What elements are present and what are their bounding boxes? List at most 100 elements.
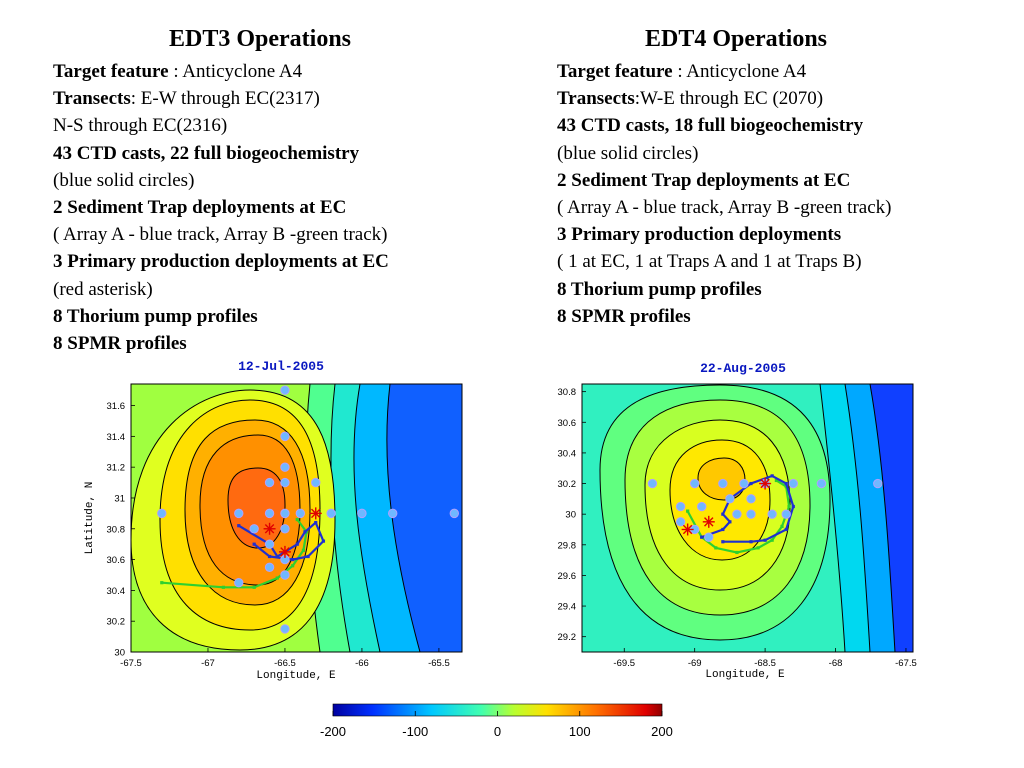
track-b-green-node bbox=[221, 585, 225, 589]
y-tick-label: 30.6 bbox=[107, 555, 126, 566]
ctd-station bbox=[689, 478, 700, 489]
track-b-green-node bbox=[714, 546, 718, 550]
ctd-station bbox=[280, 385, 290, 395]
target-value: : Anticyclone A4 bbox=[168, 61, 303, 82]
x-tick-label: -67 bbox=[201, 658, 215, 669]
map1-date: 12-Jul-2005 bbox=[238, 359, 324, 374]
ctd-station bbox=[767, 509, 777, 519]
target-value: : Anticyclone A4 bbox=[672, 61, 807, 82]
y-tick-label: 31.2 bbox=[107, 463, 126, 474]
edt3-casts-note: (blue solid circles) bbox=[53, 169, 195, 191]
ctd-station bbox=[280, 624, 290, 634]
track-a-blue-node bbox=[314, 521, 318, 525]
track-a-blue-node bbox=[321, 539, 326, 543]
y-tick-label: 31.4 bbox=[107, 432, 126, 443]
colorbar-tick-label: -200 bbox=[320, 724, 346, 739]
colorbar-ticks: -200 -100 0 100 200 bbox=[320, 711, 673, 739]
edt4-pp-note: ( 1 at EC, 1 at Traps A and 1 at Traps B… bbox=[557, 251, 862, 273]
track-b-green-node bbox=[787, 504, 791, 509]
ctd-station bbox=[264, 508, 275, 519]
map2-ticks: -69.5 -69 -68.5 -68 -67.5 30.8 30.6 30.4 30.2 30 2… bbox=[558, 387, 917, 669]
track-b-green-node bbox=[160, 581, 164, 585]
y-tick-label: 30.8 bbox=[107, 524, 126, 535]
track-b-green-node bbox=[275, 576, 279, 580]
track-a-blue-node bbox=[749, 540, 753, 544]
track-b-green-node bbox=[301, 548, 306, 552]
edt3-pp-note: (red asterisk) bbox=[53, 278, 153, 300]
edt4-transects-line: Transects:W-E through EC (2070) bbox=[557, 85, 891, 112]
ctd-station bbox=[280, 462, 290, 472]
track-a-blue-node bbox=[275, 554, 279, 559]
ctd-station bbox=[264, 562, 275, 572]
track-a-blue-node bbox=[700, 535, 704, 539]
map2-overlay bbox=[647, 474, 883, 555]
edt4-spmr: 8 SPMR profiles bbox=[557, 305, 691, 327]
ctd-station bbox=[647, 478, 658, 489]
x-tick-label: -67.5 bbox=[120, 658, 142, 669]
target-label: Target feature bbox=[557, 61, 673, 82]
edt3-description: Target feature : Anticyclone A4 Transect… bbox=[53, 58, 389, 357]
ctd-station bbox=[280, 477, 290, 488]
y-tick-label: 30.4 bbox=[107, 586, 126, 597]
ctd-station bbox=[697, 501, 707, 512]
y-tick-label: 30.8 bbox=[558, 387, 577, 398]
track-b-green bbox=[686, 479, 791, 554]
track-b-green-node bbox=[686, 509, 690, 513]
edt3-title: EDT3 Operations bbox=[168, 26, 351, 52]
track-b-green-node bbox=[252, 585, 256, 589]
ctd-station bbox=[264, 539, 275, 549]
track-b-green-node bbox=[756, 546, 760, 550]
track-b-green-node bbox=[780, 524, 784, 529]
edt3-transects-ns: N-S through EC(2316) bbox=[53, 115, 228, 137]
ctd-station bbox=[234, 508, 244, 519]
transects-label: Transects bbox=[557, 88, 635, 110]
map1-ticks: -67.5 -67 -66.5 -66 -65.5 31.6 31.4 31.2 31 30.8 3… bbox=[107, 401, 450, 669]
primary-production-asterisk bbox=[681, 523, 694, 536]
edt3-spmr: 8 SPMR profiles bbox=[53, 333, 187, 355]
edt3-target-line: Target feature : Anticyclone A4 bbox=[53, 58, 389, 85]
track-b-green-node bbox=[291, 564, 295, 568]
y-tick-label: 31 bbox=[114, 493, 125, 504]
ctd-station bbox=[280, 508, 290, 519]
track-a-blue-node bbox=[267, 554, 272, 559]
ctd-station bbox=[280, 431, 290, 442]
ctd-station bbox=[357, 508, 367, 519]
track-b-green-node bbox=[774, 478, 778, 483]
target-label: Target feature bbox=[53, 61, 169, 82]
track-a-blue-node bbox=[749, 481, 753, 486]
ctd-station bbox=[732, 509, 742, 519]
edt3-primary-production: 3 Primary production deployments at EC bbox=[53, 251, 389, 273]
edt3-casts: 43 CTD casts, 22 full biogeochemistry bbox=[53, 142, 360, 164]
track-a-blue-node bbox=[763, 538, 767, 542]
y-tick-label: 29.2 bbox=[558, 632, 577, 643]
track-a-blue-node bbox=[237, 524, 241, 528]
y-tick-label: 30.6 bbox=[558, 418, 577, 429]
x-tick-label: -65.5 bbox=[428, 658, 450, 669]
transects-value: : E-W through EC(2317) bbox=[130, 88, 320, 110]
y-tick-label: 29.4 bbox=[558, 602, 577, 613]
ctd-station bbox=[234, 577, 244, 588]
edt3-thorium: 8 Thorium pump profiles bbox=[53, 305, 258, 327]
edt4-casts-note: (blue solid circles) bbox=[557, 142, 699, 164]
y-tick-label: 30.4 bbox=[558, 448, 577, 459]
edt3-traps-note: ( Array A - blue track, Array B -green t… bbox=[53, 224, 388, 246]
ctd-station bbox=[788, 478, 798, 489]
track-a-blue-node bbox=[721, 527, 725, 532]
y-tick-label: 30 bbox=[565, 510, 576, 521]
x-tick-label: -69 bbox=[688, 658, 702, 669]
ctd-station bbox=[675, 501, 686, 512]
ctd-station bbox=[718, 478, 728, 489]
y-tick-label: 31.6 bbox=[107, 401, 126, 412]
track-a-blue-node bbox=[784, 527, 788, 532]
y-tick-label: 30.2 bbox=[107, 617, 126, 628]
primary-production-asterisk bbox=[702, 515, 715, 528]
x-tick-label: -68 bbox=[829, 658, 843, 669]
track-a-blue-node bbox=[291, 557, 295, 562]
edt4-title: EDT4 Operations bbox=[644, 26, 827, 52]
ctd-station bbox=[704, 532, 714, 542]
edt3-transects-line: Transects: E-W through EC(2317) bbox=[53, 85, 389, 112]
ctd-station bbox=[326, 508, 336, 519]
ctd-station bbox=[249, 524, 259, 534]
primary-production-asterisk bbox=[759, 477, 772, 490]
